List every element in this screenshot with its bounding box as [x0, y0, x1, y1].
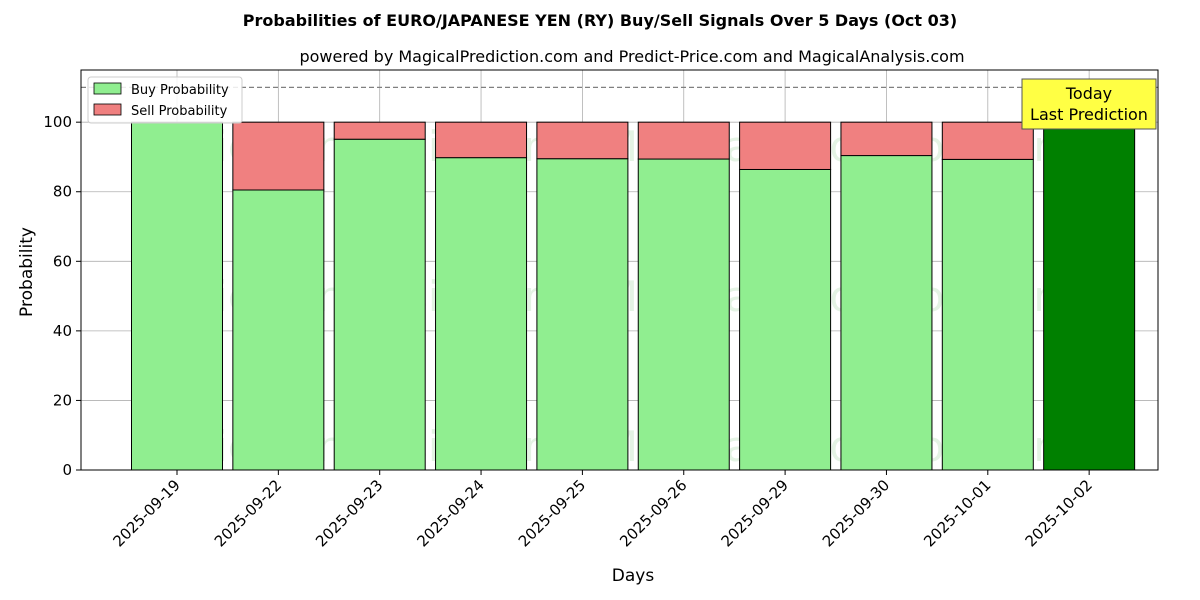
buy-bar [536, 158, 629, 471]
x-axis-label: Days [612, 566, 655, 586]
buy-bar [131, 121, 223, 471]
x-tick-label: 2025-09-19 [109, 476, 183, 550]
sell-bar [333, 121, 426, 140]
legend-sell-swatch [93, 103, 122, 116]
buy-bar [637, 158, 730, 471]
sell-bar [739, 121, 832, 170]
x-tick-label: 2025-09-30 [819, 476, 893, 550]
buy-bar [232, 189, 325, 471]
y-tick-label: 20 [53, 391, 72, 409]
legend-frame [87, 76, 243, 124]
annotation-line2: Last Prediction [1030, 105, 1148, 124]
buy-bar [840, 155, 933, 471]
buy-bar [435, 157, 528, 471]
bars-layer [131, 121, 1136, 471]
x-tick-label: 2025-10-01 [920, 476, 994, 550]
legend-sell-label: Sell Probability [131, 104, 228, 119]
annotation-line1: Today [1065, 84, 1112, 103]
y-ticks: 0 20 40 60 80 100 [43, 113, 81, 479]
buy-bar [739, 168, 832, 471]
sell-bar [536, 121, 629, 160]
annotation-box [1021, 78, 1157, 130]
y-tick-label: 60 [53, 252, 72, 270]
x-tick-label: 2025-09-23 [312, 476, 386, 550]
buy-bar [1043, 121, 1136, 471]
y-tick-label: 0 [62, 461, 72, 479]
x-tick-label: 2025-09-25 [515, 476, 589, 550]
x-tick-label: 2025-09-24 [413, 476, 487, 550]
plot-frame [80, 69, 1159, 471]
buy-bar [333, 138, 426, 471]
x-tick-label: 2025-10-02 [1022, 476, 1096, 550]
legend-buy-swatch [93, 82, 122, 95]
x-tick-label: 2025-09-26 [616, 476, 690, 550]
sell-bar [232, 121, 325, 191]
y-tick-label: 100 [43, 113, 72, 131]
chart-subtitle: powered by MagicalPrediction.com and Pre… [299, 47, 964, 66]
legend-buy-label: Buy Probability [131, 83, 229, 98]
chart-title: Probabilities of EURO/JAPANESE YEN (RY) … [243, 11, 957, 30]
today-annotation: Today Last Prediction [1021, 78, 1157, 130]
y-tick-label: 80 [53, 183, 72, 201]
x-tick-label: 2025-09-22 [211, 476, 285, 550]
buy-bar [941, 158, 1034, 471]
sell-bar [941, 121, 1034, 160]
legend: Buy Probability Sell Probability [87, 76, 243, 124]
x-tick-label: 2025-09-29 [718, 476, 792, 550]
sell-bar [435, 121, 528, 159]
sell-bar [637, 121, 730, 160]
y-tick-label: 40 [53, 322, 72, 340]
sell-bar [840, 121, 933, 157]
x-ticks: 2025-09-19 2025-09-22 2025-09-23 2025-09-24… [109, 470, 1096, 550]
y-axis-label: Probability [17, 227, 37, 317]
